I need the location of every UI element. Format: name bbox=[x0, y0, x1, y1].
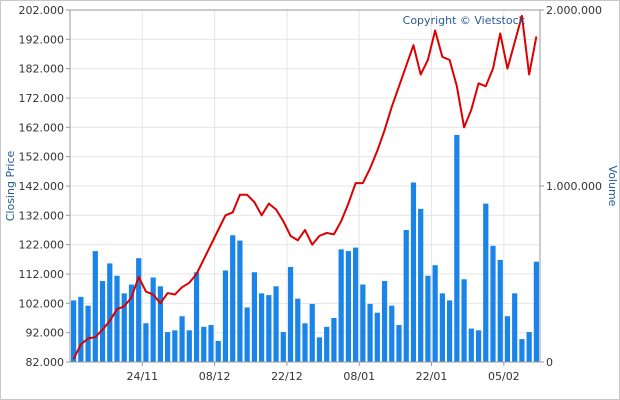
volume-bar bbox=[432, 265, 438, 362]
volume-bar bbox=[273, 286, 279, 362]
right-tick-label: 0 bbox=[546, 356, 553, 369]
volume-bar bbox=[208, 325, 214, 362]
x-tick-label: 24/11 bbox=[126, 370, 158, 383]
left-tick-label: 162.000 bbox=[19, 121, 65, 134]
left-tick-label: 192.000 bbox=[19, 33, 65, 46]
volume-bar bbox=[244, 307, 250, 362]
left-tick-label: 92.000 bbox=[26, 327, 65, 340]
volume-bar bbox=[114, 275, 120, 362]
volume-bar bbox=[338, 249, 344, 362]
closing-price-line bbox=[72, 14, 538, 360]
volume-bar bbox=[461, 279, 467, 362]
volume-bar bbox=[360, 284, 366, 362]
volume-bar bbox=[353, 247, 359, 362]
left-tick-label: 132.000 bbox=[19, 209, 65, 222]
volume-bar bbox=[367, 303, 373, 362]
volume-bar bbox=[389, 305, 395, 362]
left-tick-label: 102.000 bbox=[19, 297, 65, 310]
x-tick-label: 08/01 bbox=[343, 370, 375, 383]
right-tick-label: 2.000.000 bbox=[546, 4, 602, 17]
volume-bar bbox=[345, 251, 351, 362]
volume-bar bbox=[85, 305, 91, 362]
volume-bar bbox=[237, 240, 243, 362]
volume-bar bbox=[172, 330, 178, 362]
volume-bar bbox=[215, 340, 221, 362]
volume-bar bbox=[150, 277, 156, 362]
left-tick-label: 202.000 bbox=[19, 4, 65, 17]
volume-bar bbox=[483, 203, 489, 362]
volume-bar bbox=[302, 323, 308, 362]
volume-bar bbox=[165, 332, 171, 362]
volume-bar bbox=[71, 300, 77, 362]
x-tick-label: 05/02 bbox=[488, 370, 520, 383]
volume-bar bbox=[396, 325, 402, 362]
volume-bar bbox=[107, 263, 113, 362]
left-tick-label: 142.000 bbox=[19, 180, 65, 193]
volume-bar bbox=[92, 251, 98, 362]
volume-bar bbox=[468, 328, 474, 362]
volume-bar bbox=[475, 330, 482, 362]
volume-bar bbox=[497, 259, 503, 362]
left-tick-label: 182.000 bbox=[19, 63, 65, 76]
watermark: Copyright © Vietstock bbox=[403, 14, 526, 27]
volume-bar bbox=[490, 245, 496, 362]
volume-bar bbox=[136, 258, 142, 362]
volume-bar bbox=[186, 330, 192, 362]
volume-bar bbox=[447, 300, 453, 362]
volume-bar bbox=[533, 261, 539, 362]
left-tick-label: 82.000 bbox=[26, 356, 65, 369]
volume-bar bbox=[309, 303, 315, 362]
volume-bar bbox=[316, 337, 323, 362]
volume-bar bbox=[128, 284, 135, 362]
volume-bar bbox=[266, 295, 272, 362]
volume-bar bbox=[193, 272, 200, 362]
left-tick-label: 172.000 bbox=[19, 92, 65, 105]
volume-bar bbox=[179, 316, 185, 362]
volume-bar bbox=[230, 235, 236, 362]
volume-bar bbox=[504, 316, 511, 362]
volume-bar bbox=[201, 326, 207, 362]
volume-bar bbox=[439, 293, 445, 362]
left-tick-label: 152.000 bbox=[19, 151, 65, 164]
right-tick-label: 1.000.000 bbox=[546, 180, 602, 193]
volume-bar bbox=[121, 293, 127, 362]
volume-bar bbox=[99, 281, 106, 362]
right-volume-axis: 0 1.000.000 2.000.000 bbox=[540, 4, 602, 369]
volume-bar bbox=[374, 312, 380, 362]
volume-bar bbox=[259, 293, 265, 362]
volume-bar bbox=[331, 318, 337, 362]
left-tick-label: 122.000 bbox=[19, 239, 65, 252]
x-tick-label: 22/12 bbox=[271, 370, 303, 383]
x-tick-label: 08/12 bbox=[199, 370, 231, 383]
volume-bar bbox=[403, 230, 409, 362]
volume-bar bbox=[425, 275, 431, 362]
right-axis-title: Volume bbox=[606, 166, 619, 207]
volume-bar bbox=[324, 326, 330, 362]
volume-bar bbox=[280, 332, 286, 362]
left-axis-title: Closing Price bbox=[4, 151, 17, 222]
volume-bar bbox=[78, 296, 84, 362]
volume-bar bbox=[454, 134, 460, 362]
x-tick-label: 22/01 bbox=[416, 370, 448, 383]
price-line bbox=[72, 14, 538, 360]
volume-bar bbox=[157, 286, 163, 362]
volume-bar bbox=[418, 208, 424, 362]
volume-bar bbox=[519, 339, 525, 362]
volume-bars bbox=[71, 134, 539, 362]
volume-bar bbox=[143, 323, 149, 362]
left-price-axis: 82.000 92.000 102.000 112.000 122.000 132.000… bbox=[19, 4, 70, 369]
volume-bar bbox=[287, 266, 294, 362]
volume-bar bbox=[410, 182, 417, 362]
volume-bar bbox=[222, 270, 229, 362]
left-tick-label: 112.000 bbox=[19, 268, 65, 281]
volume-bar bbox=[526, 332, 532, 362]
volume-bar bbox=[295, 298, 301, 362]
volume-bar bbox=[381, 281, 388, 362]
volume-bar bbox=[512, 293, 518, 362]
volume-bar bbox=[251, 272, 257, 362]
x-date-axis: 24/11 08/12 22/12 08/01 22/01 05/02 bbox=[126, 362, 520, 383]
